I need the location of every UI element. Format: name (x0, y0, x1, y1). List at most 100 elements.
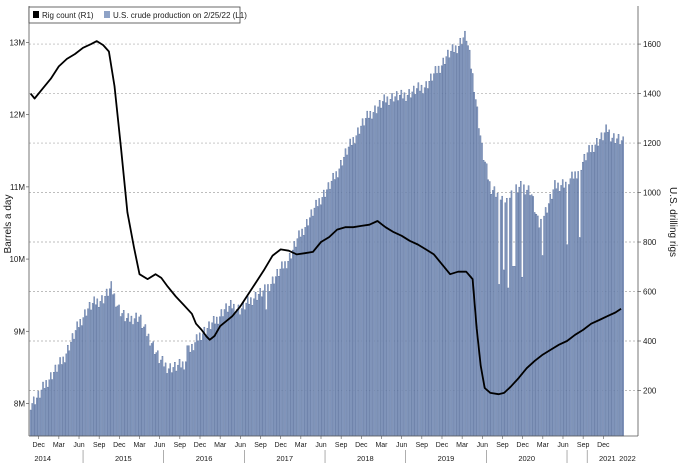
x-year-label: 2020 (518, 454, 535, 463)
production-bar (485, 163, 488, 437)
production-bar (243, 309, 246, 437)
production-bar (513, 266, 516, 437)
production-bar (138, 316, 140, 437)
production-bar (301, 228, 303, 437)
production-bar (181, 361, 184, 437)
production-bar (39, 397, 41, 437)
production-bar (104, 296, 106, 437)
production-bar (530, 194, 533, 437)
production-bar (124, 321, 126, 437)
x-month-label: Jun (235, 442, 246, 449)
left-tick-label: 13M (9, 38, 25, 47)
production-bar (389, 99, 392, 437)
production-bar (184, 361, 187, 437)
legend-label-production: U.S. crude production on 2/25/22 (L1) (113, 11, 247, 20)
x-year-label: 2018 (357, 454, 374, 463)
production-bar (85, 315, 88, 437)
production-bar (616, 138, 618, 437)
x-year-label: 2014 (34, 454, 51, 463)
production-bar (163, 366, 165, 437)
production-bar (152, 341, 154, 437)
left-tick-label: 12M (9, 111, 25, 120)
production-bar (200, 340, 202, 437)
production-bar (450, 50, 452, 437)
production-bar (534, 212, 536, 437)
x-year-label: 2019 (438, 454, 455, 463)
legend-label-rig-count: Rig count (R1) (42, 11, 94, 20)
production-bar (375, 113, 378, 437)
production-bar (585, 160, 587, 437)
production-bar (160, 359, 162, 437)
production-bar (141, 328, 144, 437)
production-bar (90, 309, 92, 437)
production-bar (603, 132, 606, 437)
production-bar (309, 217, 311, 437)
production-bar (358, 133, 361, 437)
production-bar (510, 190, 513, 437)
production-bar (608, 129, 610, 437)
x-month-label: Dec (436, 442, 449, 449)
production-bar (622, 136, 624, 437)
production-bar (454, 45, 457, 437)
x-month-label: Dec (274, 442, 287, 449)
production-bar (65, 353, 68, 437)
production-bar (546, 212, 548, 437)
production-bar (315, 199, 317, 437)
x-month-label: Jun (154, 442, 165, 449)
production-bar (515, 184, 517, 437)
production-bar (262, 290, 265, 437)
production-bar (73, 338, 75, 437)
production-bar (29, 409, 32, 437)
production-bar (316, 206, 319, 437)
production-bar (82, 317, 85, 437)
production-bar (84, 309, 86, 437)
x-year-label: 2021 (599, 454, 616, 463)
production-bar (366, 110, 368, 437)
production-bar (388, 105, 390, 437)
production-bar (540, 218, 542, 437)
left-tick-label: 10M (9, 255, 25, 264)
production-bar (133, 318, 136, 437)
production-bar (96, 298, 99, 437)
production-bar (50, 372, 52, 437)
production-bar (62, 356, 64, 437)
production-bar (451, 44, 454, 437)
production-bar (202, 333, 204, 437)
production-bar (501, 195, 503, 437)
production-bar (236, 309, 238, 437)
production-bar (337, 177, 339, 437)
production-bar (470, 68, 472, 437)
production-bar (611, 137, 614, 437)
production-bar (121, 313, 123, 437)
production-bar (572, 178, 575, 437)
production-bar (313, 207, 316, 437)
production-bar (231, 308, 234, 437)
production-bar (524, 194, 527, 437)
production-bar (555, 188, 558, 437)
production-bar (409, 97, 412, 437)
production-bar (419, 90, 421, 437)
production-bar (113, 293, 116, 437)
production-bar (53, 372, 55, 437)
production-bar (340, 160, 342, 437)
production-bar (251, 305, 254, 437)
production-bar (606, 132, 609, 437)
production-bar (357, 127, 359, 437)
production-bar (369, 111, 372, 437)
production-bar (257, 294, 260, 437)
production-bar (115, 306, 117, 437)
production-bar (580, 169, 583, 437)
production-bar (93, 296, 95, 437)
production-bar (132, 324, 134, 437)
production-bar (88, 302, 91, 437)
production-bar (197, 340, 199, 437)
production-bar (399, 95, 401, 437)
production-bar (310, 209, 313, 437)
production-bar (599, 139, 601, 437)
production-bar (153, 354, 156, 437)
production-bar (459, 38, 462, 437)
production-bar (377, 106, 379, 437)
production-bar (473, 92, 475, 437)
production-bar (209, 329, 212, 437)
